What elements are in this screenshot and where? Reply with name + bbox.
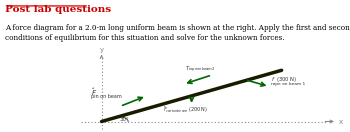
Text: 30°: 30° (120, 117, 130, 122)
Text: x: x (339, 119, 343, 124)
Text: y: y (99, 47, 104, 53)
Text: $\hat{F}$: $\hat{F}$ (91, 87, 97, 98)
Text: Post lab questions: Post lab questions (5, 5, 111, 14)
Text: A force diagram for a 2.0-m long uniform beam is shown at the right. Apply the f: A force diagram for a 2.0-m long uniform… (5, 24, 350, 43)
Text: rope on beam 1: rope on beam 1 (271, 82, 306, 86)
Text: $\hat{F}_{cart on beam}$ (200 N): $\hat{F}_{cart on beam}$ (200 N) (163, 105, 208, 115)
Text: pin on beam: pin on beam (91, 94, 122, 99)
Text: $f$  (300 N): $f$ (300 N) (271, 74, 298, 84)
Text: $T_{rope on beam 2}$: $T_{rope on beam 2}$ (186, 65, 216, 75)
